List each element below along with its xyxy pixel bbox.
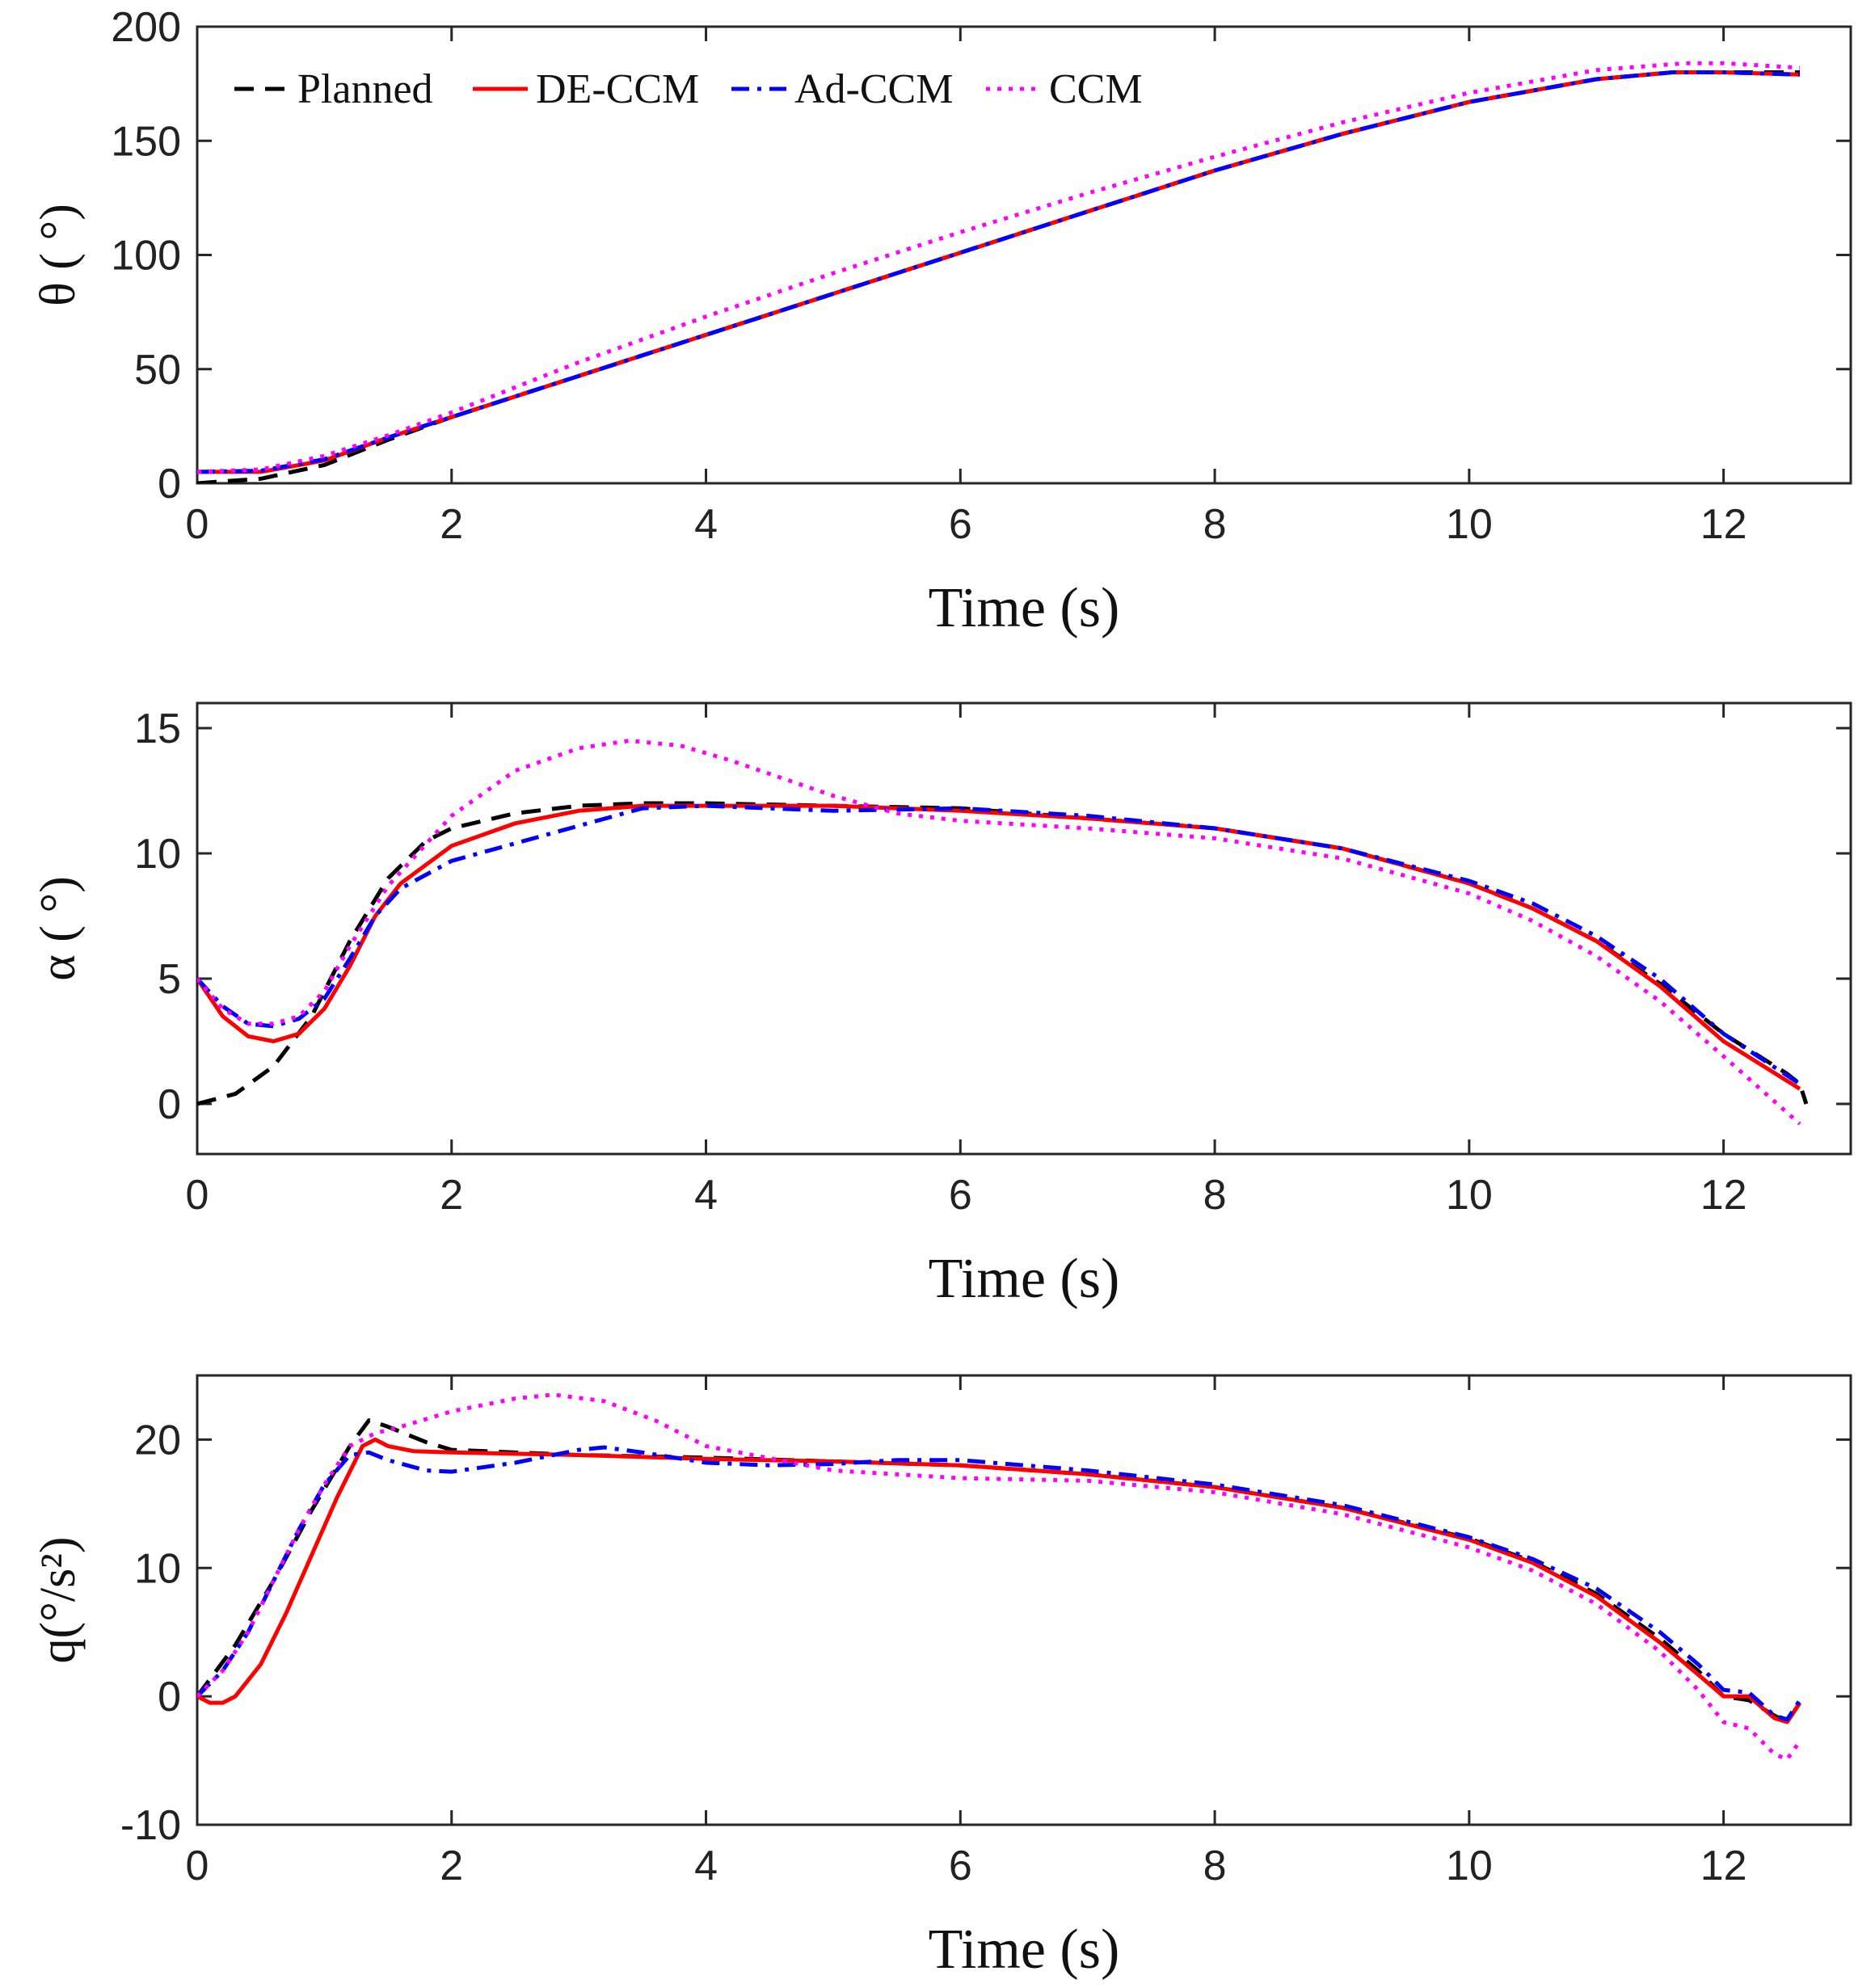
x-tick-label: 2 xyxy=(440,1172,463,1219)
x-tick-label: 8 xyxy=(1203,1172,1227,1219)
x-tick-label: 4 xyxy=(694,1843,718,1889)
y-tick-label: -10 xyxy=(120,1802,181,1849)
x-tick-label: 0 xyxy=(186,1843,209,1889)
y-axis-label: θ ( °) xyxy=(31,204,86,306)
y-axis-label: α ( °) xyxy=(31,876,86,981)
series-line-planned xyxy=(197,1418,1802,1725)
x-tick-label: 12 xyxy=(1700,501,1747,548)
chart-panel-2: 0 2 4 6 8 10 12 0 5 10 15 Time (s) α ( °) xyxy=(31,701,1852,1310)
x-tick-label: 6 xyxy=(949,501,972,548)
x-tick-label: 6 xyxy=(949,1843,972,1889)
x-axis-label: Time (s) xyxy=(929,577,1120,639)
legend-label-ccm: CCM xyxy=(1049,66,1143,112)
x-axis-label: Time (s) xyxy=(929,1248,1120,1310)
legend-label-de_ccm: DE-CCM xyxy=(536,66,699,112)
y-tick-label: 150 xyxy=(111,118,181,165)
x-tick-label: 8 xyxy=(1203,1843,1227,1889)
x-tick-label: 0 xyxy=(186,501,209,548)
x-tick-label: 2 xyxy=(440,501,463,548)
series-line-ccm xyxy=(197,1392,1802,1762)
series-line-ad_ccm xyxy=(197,1445,1802,1722)
x-tick-label: 10 xyxy=(1446,1172,1493,1219)
y-tick-label: 10 xyxy=(134,1545,181,1592)
series-line-de_ccm xyxy=(197,1437,1802,1725)
y-tick-label: 0 xyxy=(158,1674,181,1721)
axes-box xyxy=(196,1374,1852,1826)
x-tick-label: 4 xyxy=(694,1172,718,1219)
series-line-de_ccm xyxy=(197,803,1801,1091)
x-axis-label: Time (s) xyxy=(929,1919,1120,1981)
x-tick-label: 8 xyxy=(1203,501,1227,548)
y-tick-label: 5 xyxy=(158,956,181,1003)
y-tick-label: 200 xyxy=(111,4,181,51)
y-tick-label: 0 xyxy=(158,1081,181,1128)
chart-panel-1: 0 2 4 6 8 10 12 0 50 100 150 200 Time (s) θ ( °) Plann… xyxy=(31,4,1852,639)
x-tick-label: 10 xyxy=(1446,501,1493,548)
y-axis-label: q(°/s²) xyxy=(31,1536,86,1663)
axes-box xyxy=(196,25,1852,485)
series-line-ad_ccm xyxy=(197,803,1801,1086)
y-tick-label: 50 xyxy=(134,347,181,394)
axes-box xyxy=(196,701,1852,1156)
legend-label-ad_ccm: Ad-CCM xyxy=(794,66,953,112)
x-tick-label: 0 xyxy=(186,1172,209,1219)
y-tick-label: 20 xyxy=(134,1417,181,1464)
series-line-ccm xyxy=(197,739,1801,1126)
x-tick-label: 12 xyxy=(1700,1172,1747,1219)
legend: Planned DE-CCM Ad-CCM CCM xyxy=(234,66,1143,112)
x-tick-label: 4 xyxy=(694,501,718,548)
series-line-ad_ccm xyxy=(197,70,1801,474)
y-tick-label: 10 xyxy=(134,831,181,878)
series-line-planned xyxy=(197,801,1809,1106)
y-tick-label: 0 xyxy=(158,461,181,508)
x-tick-label: 6 xyxy=(949,1172,972,1219)
legend-label-planned: Planned xyxy=(297,66,433,112)
y-tick-label: 15 xyxy=(134,705,181,752)
y-tick-label: 100 xyxy=(111,233,181,280)
x-tick-label: 2 xyxy=(440,1843,463,1889)
x-tick-label: 10 xyxy=(1446,1843,1493,1889)
series-line-de_ccm xyxy=(197,70,1801,474)
series-line-ccm xyxy=(197,61,1801,474)
x-tick-label: 12 xyxy=(1700,1843,1747,1889)
